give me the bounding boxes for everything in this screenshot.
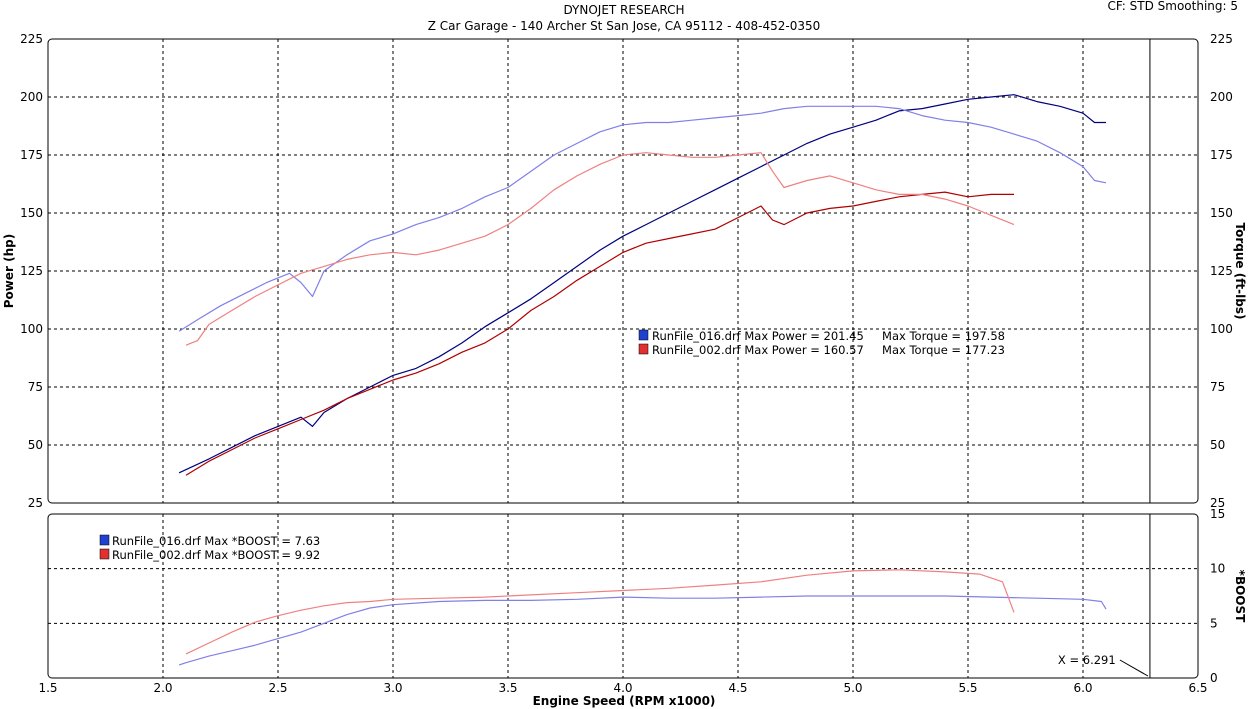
x-tick-label: 5.0	[843, 681, 862, 695]
y-tick-label-power: 75	[28, 380, 43, 394]
series-line-runfile-016-drf-boost	[178, 595, 1107, 666]
y-tick-label-boost: 15	[1210, 507, 1225, 521]
series-line-runfile-016-drf-torque	[178, 105, 1107, 332]
legend-entry-run016: RunFile_016.drf Max Power = 201.45 Max T…	[652, 329, 1005, 343]
y-tick-label-torque: 175	[1210, 148, 1233, 162]
legend-entry-run002: RunFile_002.drf Max Power = 160.57 Max T…	[652, 343, 1005, 357]
x-tick-label: 6.0	[1073, 681, 1092, 695]
y-tick-label-power: 200	[20, 90, 43, 104]
cursor-readout: X = 6.291	[1058, 653, 1116, 667]
power-panel-grid	[48, 39, 1198, 503]
y-tick-label-torque: 150	[1210, 206, 1233, 220]
y-tick-label-torque: 100	[1210, 322, 1233, 336]
y-tick-label-torque: 50	[1210, 438, 1225, 452]
y-tick-label-boost: 0	[1210, 671, 1218, 685]
boost-legend-swatch-run016	[99, 534, 110, 546]
x-tick-label: 4.5	[728, 681, 747, 695]
x-tick-label: 3.5	[498, 681, 517, 695]
y-tick-label-power: 225	[20, 32, 43, 46]
power-torque-series	[178, 94, 1107, 476]
x-tick-label: 2.0	[153, 681, 172, 695]
boost-legend-swatch-run002	[99, 548, 110, 560]
series-line-runfile-002-drf-boost	[185, 569, 1015, 655]
series-line-runfile-016-drf-power	[178, 94, 1106, 474]
x-tick-label: 1.5	[38, 681, 57, 695]
y-tick-label-boost: 10	[1210, 562, 1225, 576]
series-line-runfile-002-drf-torque	[185, 152, 1015, 346]
legend-swatch-run002	[638, 343, 649, 355]
y-tick-label-power: 150	[20, 206, 43, 220]
series-line-runfile-002-drf-power	[185, 191, 1014, 476]
settings-label: CF: STD Smoothing: 5	[1107, 0, 1238, 13]
y-tick-label-power: 125	[20, 264, 43, 278]
legend-swatch-run016	[638, 329, 649, 341]
y-tick-label-power: 25	[28, 496, 43, 510]
boost-legend-entry-run016: RunFile_016.drf Max *BOOST = 7.63	[112, 534, 320, 548]
x-tick-label: 3.0	[383, 681, 402, 695]
boost-series	[178, 569, 1107, 666]
y-tick-label-boost: 5	[1210, 616, 1218, 630]
power-panel-frame	[47, 38, 1199, 504]
power-legend: RunFile_016.drf Max Power = 201.45 Max T…	[638, 329, 1005, 357]
y-axis-label-torque: Torque (ft-lbs)	[1233, 223, 1247, 320]
boost-legend-entry-run002: RunFile_002.drf Max *BOOST = 9.92	[112, 548, 320, 562]
x-tick-label: 4.0	[613, 681, 632, 695]
x-tick-label: 5.5	[958, 681, 977, 695]
y-axis-label-power: Power (hp)	[2, 234, 16, 308]
y-tick-label-power: 100	[20, 322, 43, 336]
x-tick-label: 6.5	[1188, 681, 1207, 695]
y-axis-label-boost: *BOOST	[1233, 570, 1247, 623]
x-tick-label: 2.5	[268, 681, 287, 695]
y-tick-label-torque: 225	[1210, 32, 1233, 46]
y-tick-label-torque: 75	[1210, 380, 1225, 394]
y-tick-label-power: 50	[28, 438, 43, 452]
x-axis-label: Engine Speed (RPM x1000)	[533, 694, 716, 708]
y-tick-label-torque: 125	[1210, 264, 1233, 278]
chart-subtitle: Z Car Garage - 140 Archer St San Jose, C…	[428, 19, 821, 33]
y-tick-label-torque: 25	[1210, 496, 1225, 510]
boost-legend: RunFile_016.drf Max *BOOST = 7.63 RunFil…	[99, 534, 320, 562]
y-tick-label-torque: 200	[1210, 90, 1233, 104]
chart-title: DYNOJET RESEARCH	[563, 3, 684, 17]
rpm-cursor[interactable]: X = 6.291	[1058, 39, 1151, 678]
cursor-pointer	[1119, 659, 1149, 677]
y-tick-label-power: 175	[20, 148, 43, 162]
